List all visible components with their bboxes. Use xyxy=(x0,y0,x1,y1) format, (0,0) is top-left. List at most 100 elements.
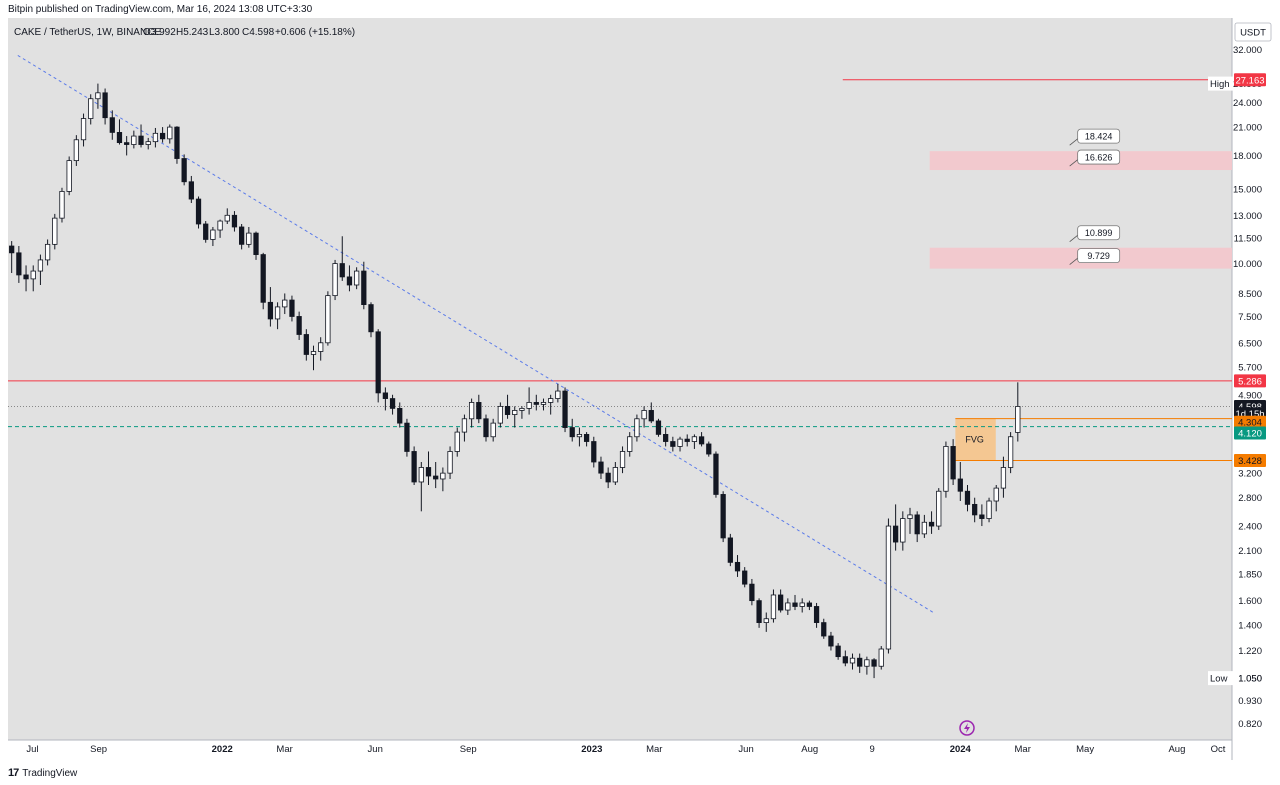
candle-body xyxy=(663,434,669,442)
price-tag-label: 1d 15h xyxy=(1235,409,1264,420)
candle-body xyxy=(562,390,568,428)
candle-body xyxy=(871,659,877,667)
footer-brand: TradingView xyxy=(22,767,78,779)
candle-body xyxy=(591,441,597,463)
price-axis-tick-label: 15.000 xyxy=(1233,184,1262,195)
candle-body xyxy=(461,418,468,433)
footer: 17 TradingView xyxy=(8,765,77,781)
candle-body xyxy=(885,525,892,650)
time-axis-tick-label: 9 xyxy=(869,744,874,755)
candle-body xyxy=(346,276,353,286)
candle-body xyxy=(468,402,475,420)
legend-open: O3.992 xyxy=(143,27,176,38)
candle-body xyxy=(799,602,805,607)
candle-body xyxy=(224,214,230,222)
candle-body xyxy=(569,427,575,438)
legend-high: H5.243 xyxy=(176,27,209,38)
candle-body xyxy=(857,657,863,667)
legend-low: L3.800 xyxy=(209,27,240,38)
candle-body xyxy=(102,92,108,119)
time-axis-tick-label: May xyxy=(1076,744,1094,755)
time-axis-tick-label: Jun xyxy=(368,744,383,755)
candle-body xyxy=(964,490,971,505)
zone-price-label: 10.899 xyxy=(1085,228,1113,238)
time-axis-tick-label: 2024 xyxy=(950,744,972,755)
candle-body xyxy=(332,263,338,297)
candle-body xyxy=(339,263,345,278)
publish-header: Bitpin published on TradingView.com, Mar… xyxy=(8,4,313,15)
candle-body xyxy=(914,514,920,535)
time-axis-tick-label: 2022 xyxy=(212,744,233,755)
price-axis-tick-label: 2.400 xyxy=(1238,522,1262,533)
candle-body xyxy=(289,299,295,317)
candle-body xyxy=(368,304,374,333)
candle-body xyxy=(425,467,432,477)
candle-body xyxy=(239,226,245,245)
descending-trendline[interactable] xyxy=(17,55,934,613)
candle-body xyxy=(73,139,79,162)
candle-body xyxy=(892,525,899,543)
candle-body xyxy=(397,407,403,424)
candle-body xyxy=(59,191,65,219)
candle-body xyxy=(418,467,424,483)
candle-body xyxy=(325,295,331,344)
fvg-zone xyxy=(955,418,996,461)
candle-body xyxy=(203,223,209,240)
price-tag-box xyxy=(1234,453,1266,467)
candle-body xyxy=(555,390,561,399)
candle-body xyxy=(109,117,115,133)
candle-body xyxy=(756,600,762,623)
candle-body xyxy=(749,583,755,602)
price-axis-tick-label: 1.400 xyxy=(1238,621,1262,632)
candle-body xyxy=(928,521,935,527)
candle-body xyxy=(1000,467,1007,489)
candle-body xyxy=(792,602,798,607)
currency-box[interactable] xyxy=(1234,22,1272,42)
price-axis-tick-label: 0.930 xyxy=(1238,696,1262,707)
candle-body xyxy=(188,181,194,200)
price-tag-box xyxy=(1234,374,1266,388)
price-axis-tick-label: 24.000 xyxy=(1233,98,1262,109)
candle-body xyxy=(548,398,554,403)
candle-body xyxy=(490,422,496,438)
candlestick-chart[interactable]: 18.424 16.626 10.899 9.729 FVG 32.000 24.000 2… xyxy=(0,18,1280,760)
price-axis-tick-label: 2.100 xyxy=(1238,546,1262,557)
candle-body xyxy=(727,537,733,563)
time-axis-tick-label: Jun xyxy=(738,744,753,755)
time-axis-tick-label: Oct xyxy=(1211,744,1226,755)
candle-body xyxy=(677,438,683,447)
tradingview-logo-icon: 17 xyxy=(8,767,19,779)
candle-body xyxy=(282,299,288,308)
alert-icon[interactable] xyxy=(959,720,975,736)
candle-body xyxy=(907,514,913,519)
legend-close: C4.598 xyxy=(242,27,275,38)
candle-body xyxy=(655,420,662,435)
candle-body xyxy=(540,402,547,405)
price-axis-tick-label: 0.820 xyxy=(1238,719,1262,730)
price-tag-label: 5.286 xyxy=(1238,376,1262,387)
legend-symbol: CAKE / TetherUS, 1W, BINANCE xyxy=(14,27,161,38)
price-axis-tick-label: 1.850 xyxy=(1238,569,1262,580)
zone-callout-box xyxy=(1077,149,1121,165)
candle-body xyxy=(382,392,389,399)
candle-body xyxy=(210,229,216,240)
candle-body xyxy=(483,418,489,438)
candle-body xyxy=(936,490,942,527)
currency-label[interactable]: USDT xyxy=(1240,28,1266,39)
price-axis-tick-label: 2.800 xyxy=(1238,493,1262,504)
price-tag-box xyxy=(1234,73,1266,87)
candle-body xyxy=(583,434,590,442)
candle-body xyxy=(159,132,166,140)
price-axis-tick-label: 1.050 xyxy=(1238,674,1262,685)
candle-body xyxy=(943,446,949,492)
high-label-box xyxy=(1208,76,1234,91)
candle-body xyxy=(993,487,999,502)
price-axis-tick-label: 6.500 xyxy=(1238,338,1262,349)
candle-body xyxy=(260,254,266,303)
candle-body xyxy=(433,475,439,480)
price-axis-tick-label: 18.000 xyxy=(1233,151,1262,162)
price-tag-label: 27.163 xyxy=(1235,75,1264,86)
chart-area[interactable]: 18.424 16.626 10.899 9.729 FVG 32.000 24.000 2… xyxy=(0,18,1280,760)
time-axis-tick-label: Sep xyxy=(90,744,107,755)
candle-body xyxy=(476,402,482,420)
